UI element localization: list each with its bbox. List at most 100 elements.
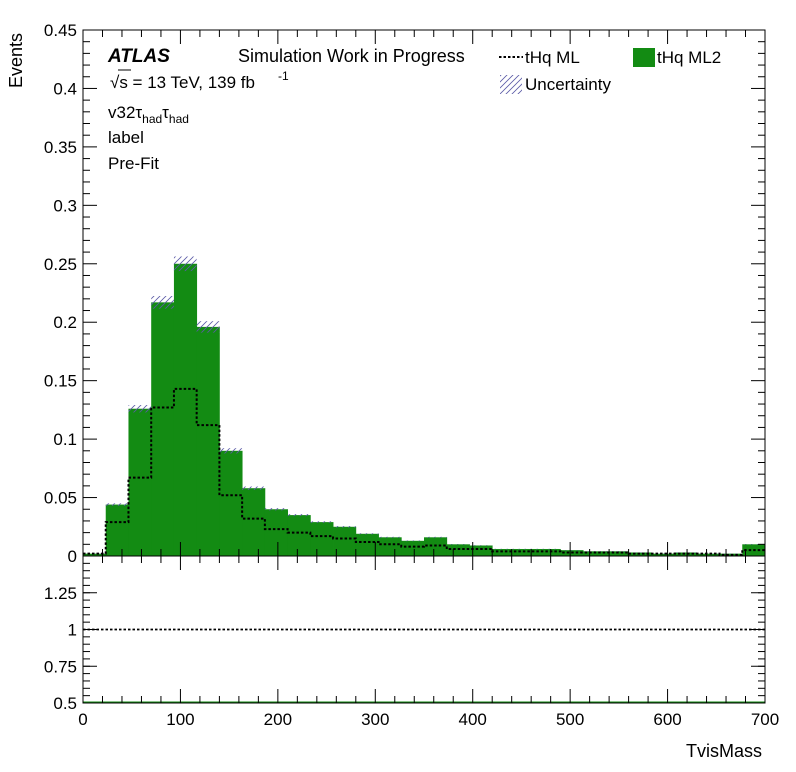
legend-swatch-uncertainty bbox=[500, 75, 522, 94]
uncertainty-band bbox=[151, 296, 174, 309]
bar-thq-ml2 bbox=[287, 515, 311, 556]
ratio-tick-label: 0.5 bbox=[53, 694, 77, 713]
bar-thq-ml2 bbox=[219, 450, 243, 556]
ratio-tick-label: 1 bbox=[68, 621, 77, 640]
uncertainty-band bbox=[583, 551, 606, 552]
uncertainty-band bbox=[333, 526, 356, 528]
x-tick-label: 400 bbox=[459, 710, 487, 729]
uncertainty-band bbox=[537, 548, 561, 550]
y-tick-label: 0.1 bbox=[53, 430, 77, 449]
bar-thq-ml2 bbox=[651, 553, 675, 556]
uncertainty-band bbox=[696, 553, 720, 555]
legend-swatch-thq-ml2 bbox=[633, 48, 655, 67]
x-tick-label: 0 bbox=[78, 710, 87, 729]
x-axis-label: TvisMass bbox=[686, 741, 762, 761]
bar-thq-ml2 bbox=[128, 408, 152, 556]
x-tick-label: 200 bbox=[264, 710, 292, 729]
uncertainty-band bbox=[401, 540, 424, 542]
uncertainty-band bbox=[446, 544, 470, 545]
bar-thq-ml2 bbox=[105, 504, 129, 556]
had-subscript-2: had bbox=[169, 112, 189, 126]
y-tick-label: 0.3 bbox=[53, 196, 77, 215]
x-tick-label: 700 bbox=[751, 710, 779, 729]
y-tick-label: 0.15 bbox=[44, 372, 77, 391]
uncertainty-band bbox=[128, 405, 152, 413]
status-label: Simulation Work in Progress bbox=[238, 46, 465, 66]
bar-thq-ml2 bbox=[605, 551, 629, 556]
energy-annotation: √s = 13 TeV, 139 fb -1 bbox=[110, 69, 289, 92]
x-tick-label: 600 bbox=[653, 710, 681, 729]
ratio-tick-label: 0.75 bbox=[44, 657, 77, 676]
histogram-layer bbox=[83, 256, 766, 556]
atlas-label: ATLAS bbox=[107, 46, 170, 67]
y-tick-label: 0.25 bbox=[44, 255, 77, 274]
x-tick-label: 500 bbox=[556, 710, 584, 729]
bar-thq-ml2 bbox=[583, 551, 607, 556]
fit-line: Pre-Fit bbox=[108, 154, 159, 173]
uncertainty-band bbox=[605, 551, 629, 552]
y-tick-label: 0.35 bbox=[44, 138, 77, 157]
bar-thq-ml2 bbox=[310, 522, 334, 556]
y-tick-label: 0.2 bbox=[53, 313, 77, 332]
bar-thq-ml2 bbox=[674, 552, 698, 556]
bar-thq-ml2 bbox=[378, 537, 402, 556]
bar-thq-ml2 bbox=[151, 302, 175, 556]
uncertainty-band bbox=[378, 536, 402, 538]
bar-thq-ml2 bbox=[196, 326, 220, 556]
ratio-tick-label: 1.25 bbox=[44, 584, 77, 603]
uncertainty-band bbox=[742, 544, 765, 545]
bar-thq-ml2 bbox=[333, 526, 357, 556]
bar-thq-ml2 bbox=[537, 548, 561, 556]
bar-thq-ml2 bbox=[83, 553, 107, 556]
legend-label-uncertainty: Uncertainty bbox=[525, 75, 611, 94]
bar-thq-ml2 bbox=[492, 548, 516, 556]
bar-thq-ml2 bbox=[355, 533, 379, 556]
bar-thq-ml2 bbox=[446, 544, 470, 556]
uncertainty-band bbox=[560, 550, 584, 551]
had-subscript-1: had bbox=[142, 112, 162, 126]
bar-thq-ml2 bbox=[696, 553, 720, 556]
tau-symbol-1: τ bbox=[135, 103, 142, 122]
bar-thq-ml2 bbox=[242, 488, 266, 556]
bar-thq-ml2 bbox=[628, 552, 652, 556]
label-line: label bbox=[108, 128, 144, 147]
y-tick-label: 0.45 bbox=[44, 21, 77, 40]
y-axis-label: Events bbox=[6, 33, 26, 88]
tau-symbol-2: τ bbox=[162, 103, 169, 122]
region-prefix: v32 bbox=[108, 103, 135, 122]
ratio-panel-frame bbox=[82, 555, 766, 704]
uncertainty-band bbox=[492, 548, 515, 550]
bar-thq-ml2 bbox=[401, 540, 425, 556]
uncertainty-band bbox=[628, 552, 652, 553]
x-tick-label: 300 bbox=[361, 710, 389, 729]
bar-thq-ml2 bbox=[173, 263, 198, 556]
uncertainty-band bbox=[355, 533, 379, 535]
bar-thq-ml2 bbox=[514, 548, 539, 556]
uncertainty-band bbox=[196, 321, 220, 333]
uncertainty-band bbox=[105, 503, 129, 506]
axes-layer: 0 0.05 0.1 0.15 0.2 0.25 0.3 0.35 0.4 0.45 0.5 0.75… bbox=[44, 21, 779, 729]
uncertainty-band bbox=[514, 548, 538, 550]
uncertainty-band bbox=[242, 486, 265, 490]
uncertainty-band bbox=[219, 448, 243, 454]
energy-sup: -1 bbox=[278, 69, 289, 83]
uncertainty-band bbox=[651, 553, 675, 555]
y-tick-label: 0 bbox=[68, 547, 77, 566]
uncertainty-band bbox=[310, 521, 334, 523]
bar-thq-ml2 bbox=[424, 537, 448, 556]
uncertainty-band bbox=[674, 552, 697, 553]
legend-label-thq-ml2: tHq ML2 bbox=[657, 48, 721, 67]
uncertainty-band bbox=[287, 514, 311, 517]
uncertainty-band bbox=[173, 256, 197, 272]
bar-thq-ml2 bbox=[469, 545, 493, 556]
x-tick-label: 100 bbox=[166, 710, 194, 729]
uncertainty-band bbox=[424, 536, 447, 538]
uncertainty-band bbox=[264, 508, 288, 511]
legend-label-thq-ml: tHq ML bbox=[525, 48, 580, 67]
y-tick-label: 0.05 bbox=[44, 489, 77, 508]
energy-label: √s = 13 TeV, 139 fb bbox=[110, 73, 255, 92]
region-label: v32τhadτhad bbox=[108, 103, 189, 126]
bar-thq-ml2 bbox=[264, 509, 288, 556]
